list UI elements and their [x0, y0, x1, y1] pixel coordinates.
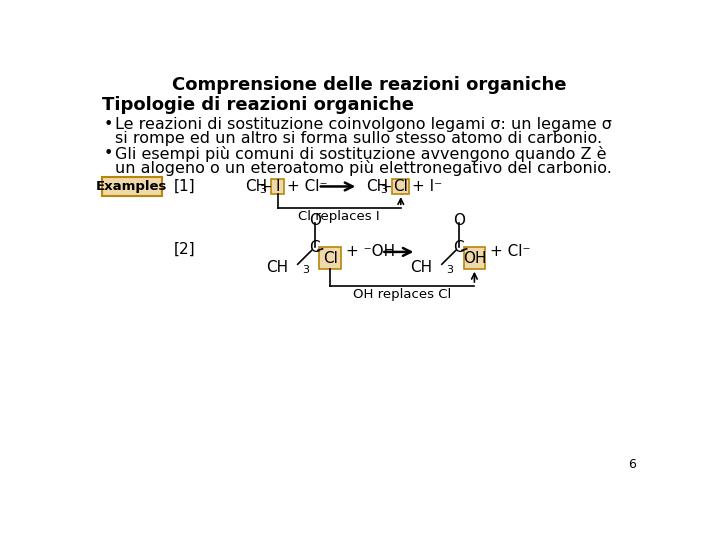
- Text: + I⁻: + I⁻: [413, 179, 443, 194]
- Text: Gli esempi più comuni di sostituzione avvengono quando Z è: Gli esempi più comuni di sostituzione av…: [114, 146, 606, 161]
- Text: CH: CH: [245, 179, 267, 194]
- Text: •: •: [103, 117, 112, 132]
- Text: + Cl⁻: + Cl⁻: [287, 179, 328, 194]
- Text: –: –: [263, 179, 271, 194]
- Text: I: I: [275, 179, 280, 194]
- Text: Cl: Cl: [323, 251, 338, 266]
- Text: •: •: [103, 146, 112, 161]
- Text: Cl replaces I: Cl replaces I: [298, 211, 380, 224]
- Text: [2]: [2]: [174, 242, 195, 257]
- Text: OH: OH: [463, 251, 486, 266]
- Text: C: C: [310, 240, 320, 255]
- Text: 3: 3: [302, 265, 310, 275]
- Text: si rompe ed un altro si forma sullo stesso atomo di carbonio.: si rompe ed un altro si forma sullo stes…: [114, 131, 602, 146]
- Bar: [271, 179, 284, 194]
- Text: O: O: [309, 213, 320, 228]
- Text: CH: CH: [410, 260, 433, 275]
- Text: OH replaces Cl: OH replaces Cl: [354, 288, 451, 301]
- Text: Cl: Cl: [393, 179, 408, 194]
- Text: 3: 3: [446, 265, 454, 275]
- Text: O: O: [453, 213, 465, 228]
- Text: un alogeno o un eteroatomo più elettronegativo del carbonio.: un alogeno o un eteroatomo più elettrone…: [114, 159, 612, 176]
- Text: Examples: Examples: [96, 180, 168, 193]
- Text: + ⁻OH: + ⁻OH: [346, 245, 395, 259]
- Text: Tipologie di reazioni organiche: Tipologie di reazioni organiche: [102, 96, 413, 113]
- Text: + Cl⁻: + Cl⁻: [490, 245, 531, 259]
- Text: 6: 6: [629, 458, 636, 471]
- Text: [1]: [1]: [174, 179, 195, 194]
- Text: CH: CH: [266, 260, 289, 275]
- Text: C: C: [454, 240, 464, 255]
- Bar: [392, 179, 409, 194]
- Text: CH: CH: [366, 179, 388, 194]
- Text: Comprensione delle reazioni organiche: Comprensione delle reazioni organiche: [172, 76, 566, 93]
- Bar: [102, 177, 162, 195]
- Bar: [320, 247, 341, 269]
- Text: 3: 3: [380, 185, 387, 194]
- Text: –: –: [384, 179, 392, 194]
- Bar: [464, 247, 485, 269]
- Text: Le reazioni di sostituzione coinvolgono legami σ: un legame σ: Le reazioni di sostituzione coinvolgono …: [114, 117, 612, 132]
- Text: 3: 3: [259, 185, 266, 194]
